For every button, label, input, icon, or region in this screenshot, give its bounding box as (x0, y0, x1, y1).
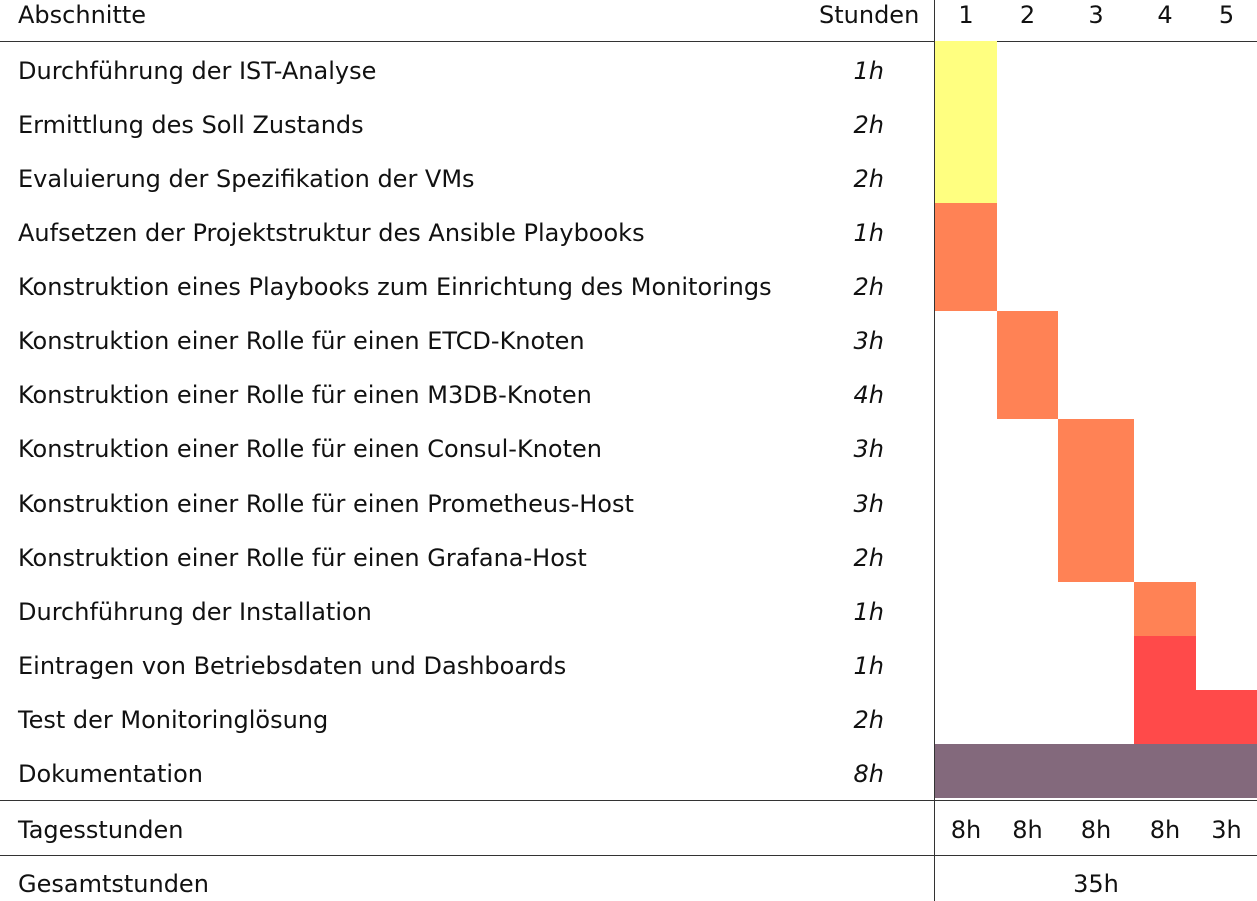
daily-hours-day-4: 8h (1149, 816, 1181, 844)
task-hours: 1h (853, 57, 884, 85)
gantt-bar (1134, 636, 1196, 690)
gantt-bar (997, 365, 1058, 419)
daily-hours-day-2: 8h (1012, 816, 1043, 844)
total-hours-label: Gesamtstunden (18, 870, 209, 898)
column-divider (934, 0, 935, 901)
gantt-bar (935, 744, 1257, 798)
daily-hours-day-5: 3h (1211, 816, 1242, 844)
task-name: Eintragen von Betriebsdaten und Dashboar… (18, 652, 567, 680)
task-name: Test der Monitoringlösung (18, 706, 329, 734)
task-name: Dokumentation (18, 760, 203, 788)
gantt-bar (1134, 582, 1196, 636)
header-hours-label: Stunden (819, 1, 920, 29)
task-hours: 1h (853, 652, 884, 680)
task-hours: 3h (853, 327, 884, 355)
task-name: Konstruktion einer Rolle für einen Consu… (18, 435, 602, 463)
daily-bottom-rule (0, 855, 1257, 856)
day-header-5: 5 (1218, 1, 1235, 29)
gantt-bar (997, 311, 1058, 365)
task-name: Konstruktion eines Playbooks zum Einrich… (18, 273, 772, 301)
day-header-3: 3 (1088, 1, 1104, 29)
task-name: Durchführung der IST-Analyse (18, 57, 377, 85)
task-hours: 2h (853, 706, 884, 734)
task-hours: 3h (853, 435, 884, 463)
day-header-1: 1 (958, 1, 974, 29)
header-rule (0, 41, 1257, 42)
daily-hours-day-1: 8h (950, 816, 982, 844)
gantt-bar (1058, 528, 1134, 582)
task-hours: 1h (853, 219, 884, 247)
gantt-bar (1058, 419, 1134, 474)
task-hours: 2h (853, 273, 884, 301)
task-hours: 1h (853, 598, 884, 626)
task-name: Konstruktion einer Rolle für einen Grafa… (18, 544, 587, 572)
daily-hours-label: Tagesstunden (18, 816, 184, 844)
total-hours-value: 35h (1073, 870, 1119, 898)
task-hours: 4h (853, 381, 884, 409)
day-header-4: 4 (1157, 1, 1173, 29)
task-name: Ermittlung des Soll Zustands (18, 111, 364, 139)
gantt-bar (935, 41, 997, 95)
task-hours: 8h (853, 760, 884, 788)
task-hours: 2h (853, 111, 884, 139)
gantt-bar (935, 203, 997, 257)
task-hours: 3h (853, 490, 884, 518)
gantt-bar (935, 257, 997, 311)
day-header-2: 2 (1019, 1, 1036, 29)
header-sections-label: Abschnitte (18, 1, 147, 29)
daily-hours-day-3: 8h (1080, 816, 1112, 844)
task-name: Durchführung der Installation (18, 598, 372, 626)
gantt-bar (935, 149, 997, 203)
gantt-bar (935, 95, 997, 149)
gantt-bar (1058, 474, 1134, 528)
task-name: Aufsetzen der Projektstruktur des Ansibl… (18, 219, 645, 247)
task-name: Konstruktion einer Rolle für einen M3DB-… (18, 381, 592, 409)
task-hours: 2h (853, 544, 884, 572)
task-name: Konstruktion einer Rolle für einen Prome… (18, 490, 634, 518)
tasks-bottom-rule (0, 800, 1257, 801)
task-name: Konstruktion einer Rolle für einen ETCD-… (18, 327, 585, 355)
task-hours: 2h (853, 165, 884, 193)
gantt-bar (1134, 690, 1257, 744)
task-name: Evaluierung der Spezifikation der VMs (18, 165, 475, 193)
